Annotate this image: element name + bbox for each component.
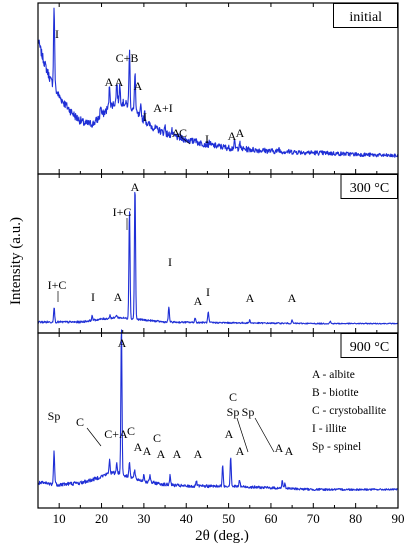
peak-label: A xyxy=(115,75,124,89)
peak-label: C+B xyxy=(116,51,139,65)
peak-label: C xyxy=(153,431,161,445)
panel-tag-box xyxy=(340,174,398,199)
panel-frame xyxy=(37,332,399,509)
peak-label: I xyxy=(55,27,59,41)
panel-tag-box xyxy=(340,333,398,358)
peak-label: Sp xyxy=(48,409,61,423)
x-tick-label: 20 xyxy=(95,511,108,526)
x-tick-label: 70 xyxy=(307,511,320,526)
annotation-leader xyxy=(236,417,249,453)
x-tick-label: 40 xyxy=(180,511,193,526)
peak-label: A xyxy=(173,447,182,461)
peak-label: I xyxy=(206,285,210,299)
x-tick-label: 90 xyxy=(392,511,405,526)
peak-label: C xyxy=(127,424,135,438)
peak-label: A xyxy=(118,336,127,350)
xrd-trace-initial xyxy=(37,7,399,158)
peak-label: A xyxy=(134,440,143,454)
peak-label: A xyxy=(288,291,297,305)
legend-entry: B - biotite xyxy=(312,387,359,399)
panel-tag-box xyxy=(333,3,398,28)
peak-label: I xyxy=(205,132,209,146)
panel-frame xyxy=(37,2,399,175)
xrd-trace-300C xyxy=(37,191,399,325)
x-tick-label: 10 xyxy=(53,511,66,526)
peak-label: A xyxy=(157,447,166,461)
peak-label: I+C xyxy=(113,205,132,219)
annotation-leader xyxy=(180,136,191,145)
peak-label: C+A xyxy=(104,427,128,441)
x-tick-label: 60 xyxy=(264,511,277,526)
x-tick-label: 80 xyxy=(349,511,362,526)
peak-label: A xyxy=(194,447,203,461)
x-tick-label: 30 xyxy=(137,511,150,526)
peak-label: I+C xyxy=(48,278,67,292)
peak-label: A+I xyxy=(153,101,172,115)
peak-label: Sp xyxy=(242,405,255,419)
annotation-leader xyxy=(254,417,275,453)
peak-label: A xyxy=(114,290,123,304)
panel-label: initial xyxy=(349,10,382,25)
peak-label: A xyxy=(131,180,140,194)
peak-label: A xyxy=(236,444,245,458)
x-axis-label: 2θ (deg.) xyxy=(195,528,249,544)
peak-label: A xyxy=(225,427,234,441)
peak-label: C xyxy=(179,126,187,140)
peak-label: A xyxy=(285,444,294,458)
peak-label: A xyxy=(194,294,203,308)
legend-entry: C - crystoballite xyxy=(312,405,386,417)
legend-entry: A - albite xyxy=(312,369,355,381)
y-axis-label: Intensity (a.u.) xyxy=(8,217,24,305)
panel-label: 900 °C xyxy=(350,340,389,355)
annotation-leader xyxy=(86,427,102,447)
peak-label: C xyxy=(76,415,84,429)
x-tick-label: 50 xyxy=(222,511,235,526)
peak-label: A xyxy=(236,126,245,140)
peak-label: A xyxy=(275,441,284,455)
legend-box xyxy=(308,362,396,462)
legend-entry: I - illite xyxy=(312,423,347,435)
legend-entry: Sp - spinel xyxy=(312,441,361,453)
peak-label: A xyxy=(246,291,255,305)
panel-label: 300 °C xyxy=(350,181,389,196)
peak-label: I xyxy=(143,110,147,124)
peak-label: A xyxy=(134,79,143,93)
peak-label: A xyxy=(228,129,237,143)
peak-label: A xyxy=(172,126,181,140)
peak-label: Sp xyxy=(227,405,240,419)
x-axis: 10 20 30 40 50 60 70 80 90 xyxy=(53,511,405,526)
xrd-trace-900C xyxy=(37,329,399,492)
peak-label: I xyxy=(168,255,172,269)
peak-label: C xyxy=(229,390,237,404)
peak-label: I xyxy=(91,290,95,304)
peak-label: A xyxy=(143,444,152,458)
peak-label: A xyxy=(105,75,114,89)
